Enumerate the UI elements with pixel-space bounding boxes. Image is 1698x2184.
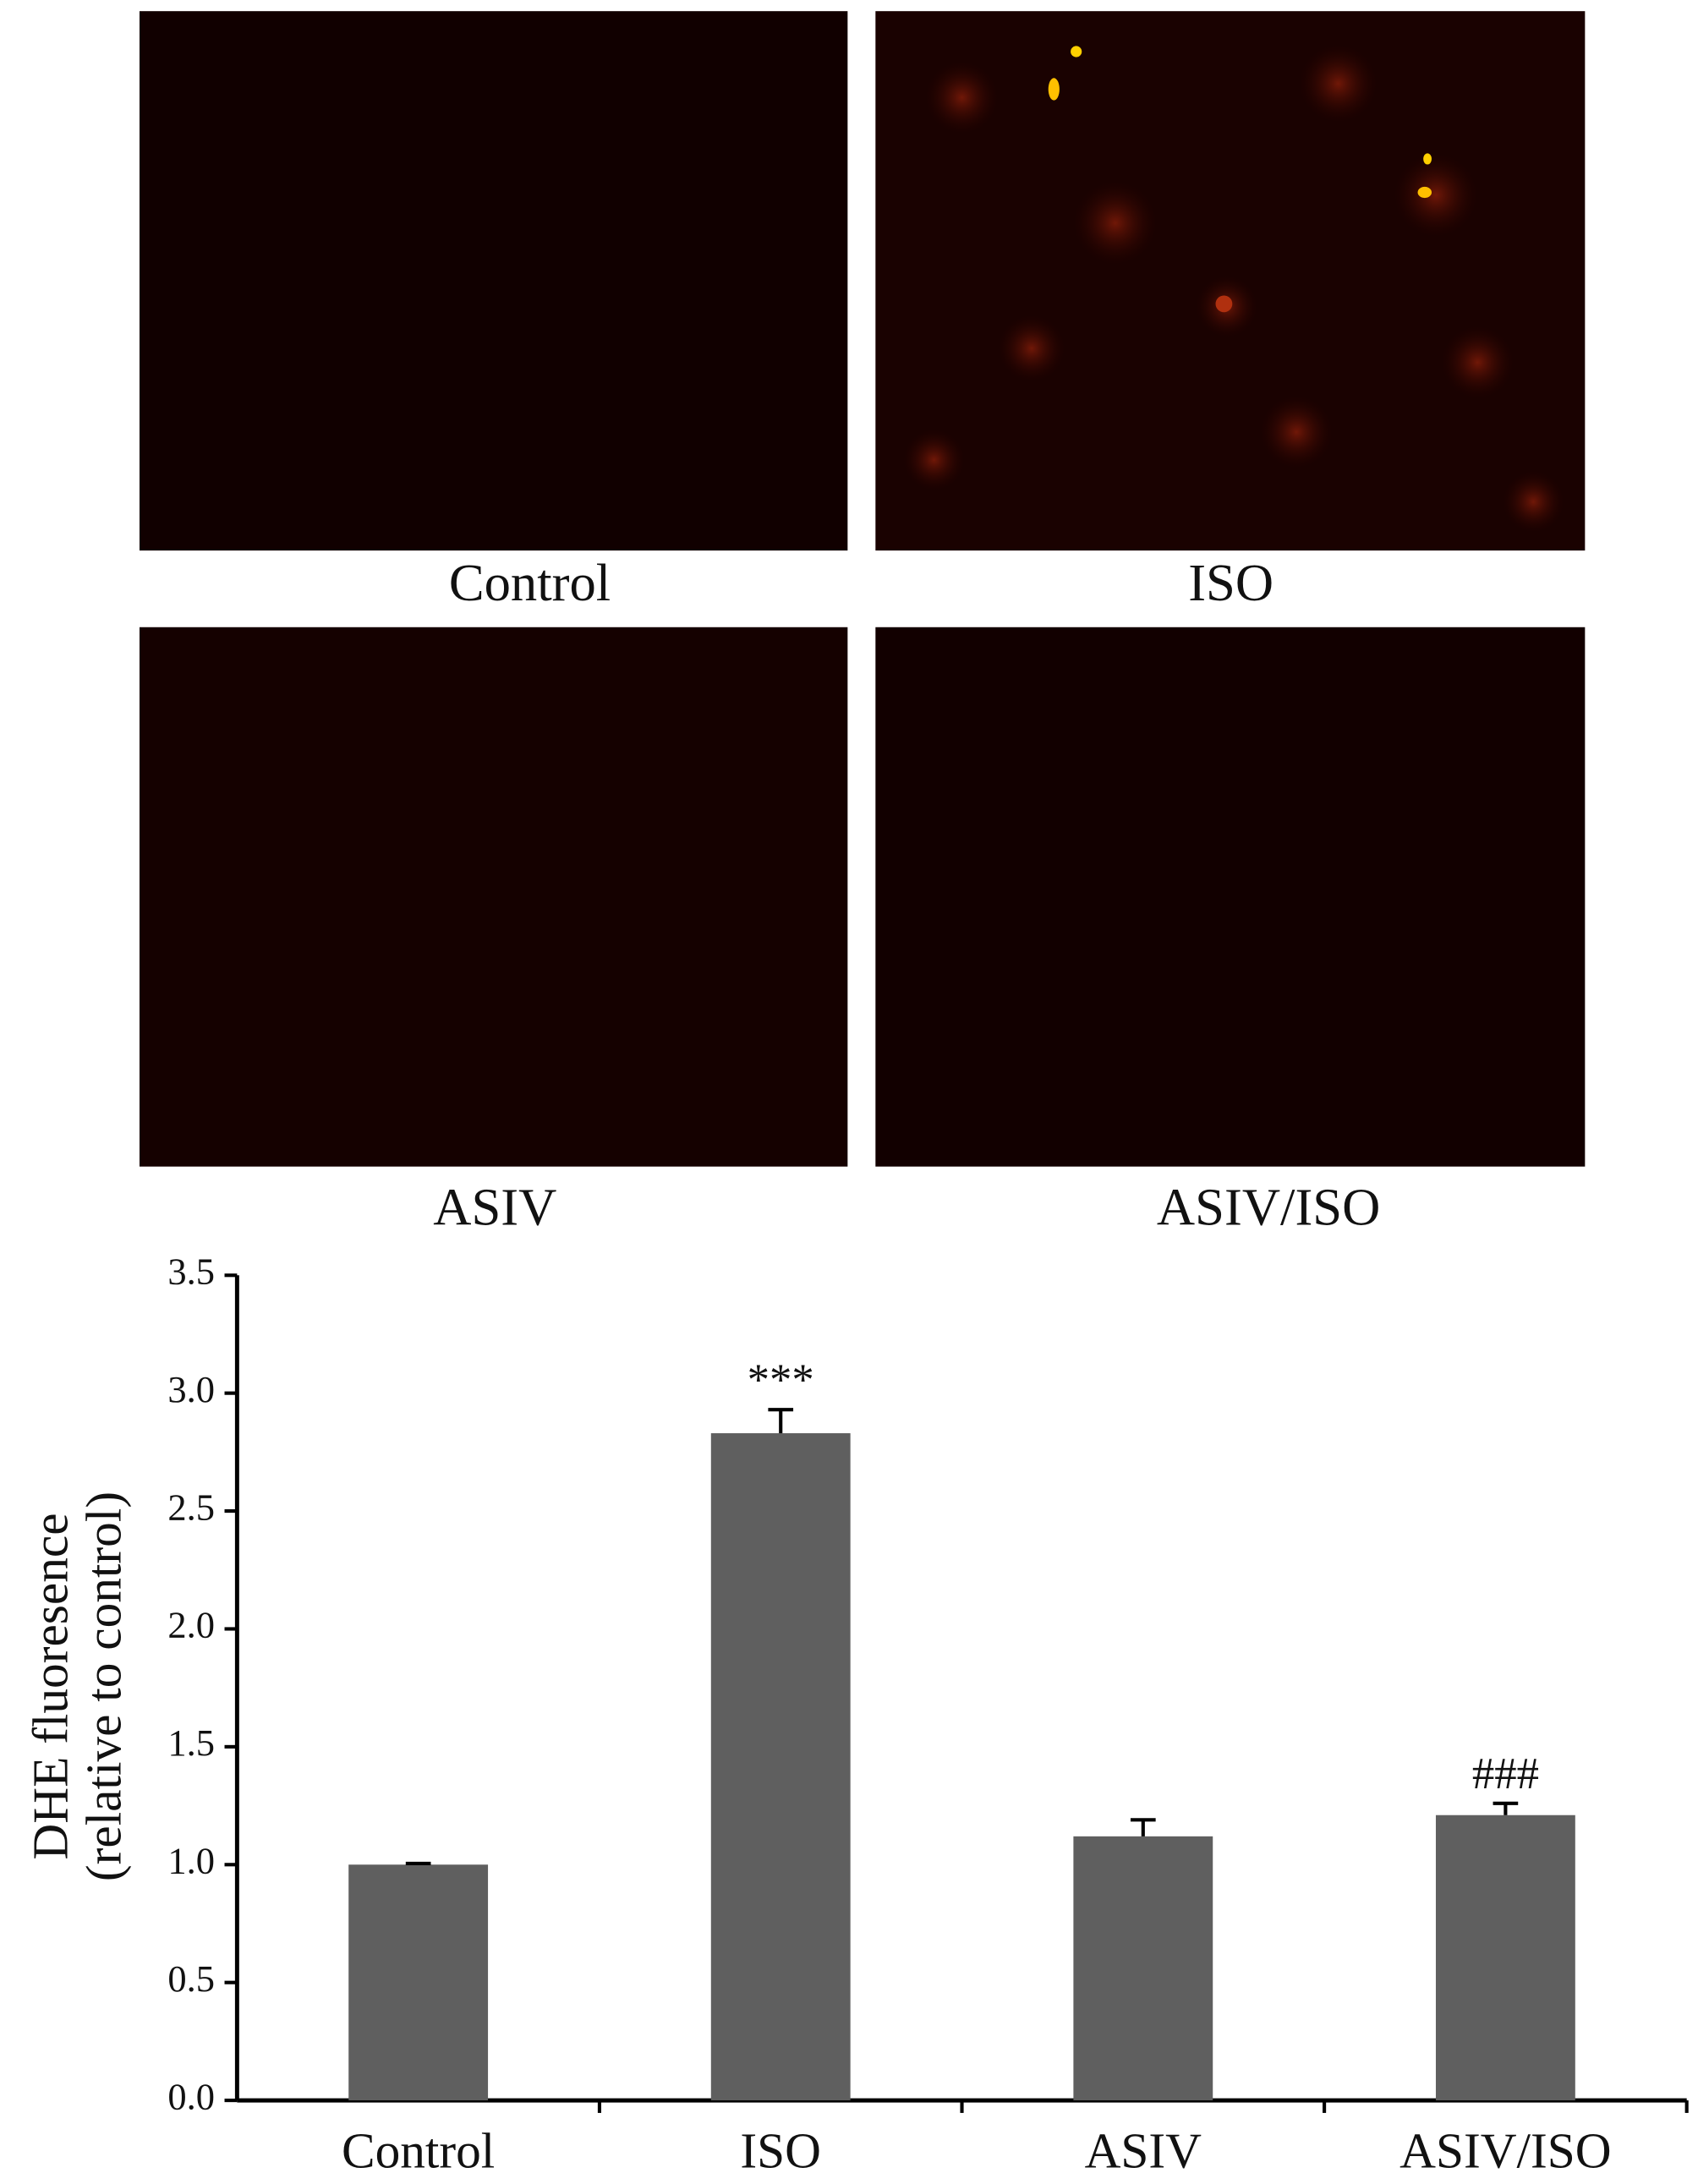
x-tick-label: ASIV/ISO: [1399, 2123, 1612, 2179]
cell: [1394, 153, 1478, 238]
y-tick-label: 2.5: [167, 1486, 215, 1528]
cell: [1299, 44, 1378, 123]
cells: [903, 44, 1564, 533]
y-tick-label: 1.0: [167, 1840, 215, 1882]
error-bar: [768, 1408, 794, 1434]
panel-label: ISO: [1188, 553, 1274, 612]
bright-cell: [1417, 186, 1432, 199]
bar: [1435, 1815, 1575, 2101]
micrograph: [875, 627, 1586, 1167]
error-bar: [1130, 1818, 1156, 1836]
micrographs: Control ISO ASIV ASIV/ISO: [139, 11, 1586, 1236]
bar: [348, 1864, 489, 2101]
y-tick-label: 3.0: [167, 1368, 215, 1410]
bar-chart: 0.0 0.5 1.0 1.5 2.0 2.5 3.0 3.5 Control ISO *** ASI…: [167, 1250, 1689, 2179]
cell: [925, 61, 999, 134]
bar: [1073, 1836, 1213, 2101]
y-axis-label: DHE fluoresence: [23, 1513, 79, 1859]
x-tick-label: ASIV: [1085, 2123, 1202, 2179]
cell: [1215, 295, 1233, 313]
cell: [1441, 326, 1515, 399]
y-tick-label: 3.5: [167, 1250, 215, 1292]
error-bar: [1493, 1801, 1519, 1815]
bright-cell: [1423, 153, 1432, 165]
cell: [1260, 396, 1333, 468]
y-tick-label: 1.5: [167, 1721, 215, 1764]
y-tick-label: 0.0: [167, 2075, 215, 2117]
cell: [1073, 181, 1158, 265]
bright-cell: [1048, 78, 1060, 101]
panel-label: ASIV: [433, 1177, 556, 1236]
cell: [1503, 471, 1564, 533]
bar: [710, 1433, 851, 2101]
y-tick-label: 0.5: [167, 1957, 215, 2000]
micrograph: [139, 11, 848, 551]
cell: [903, 429, 965, 491]
panel-label: Control: [449, 553, 611, 612]
micrograph: [139, 627, 848, 1167]
significance-label: ***: [748, 1356, 814, 1405]
x-tick-label: ISO: [740, 2123, 821, 2179]
x-tick-label: Control: [342, 2123, 495, 2179]
y-tick-label: 2.0: [167, 1604, 215, 1646]
significance-label: ###: [1472, 1749, 1539, 1798]
y-axis-label: (relative to control): [75, 1492, 131, 1881]
panel-label: ASIV/ISO: [1157, 1177, 1380, 1236]
bright-cell: [1071, 46, 1082, 57]
cell: [998, 315, 1065, 382]
